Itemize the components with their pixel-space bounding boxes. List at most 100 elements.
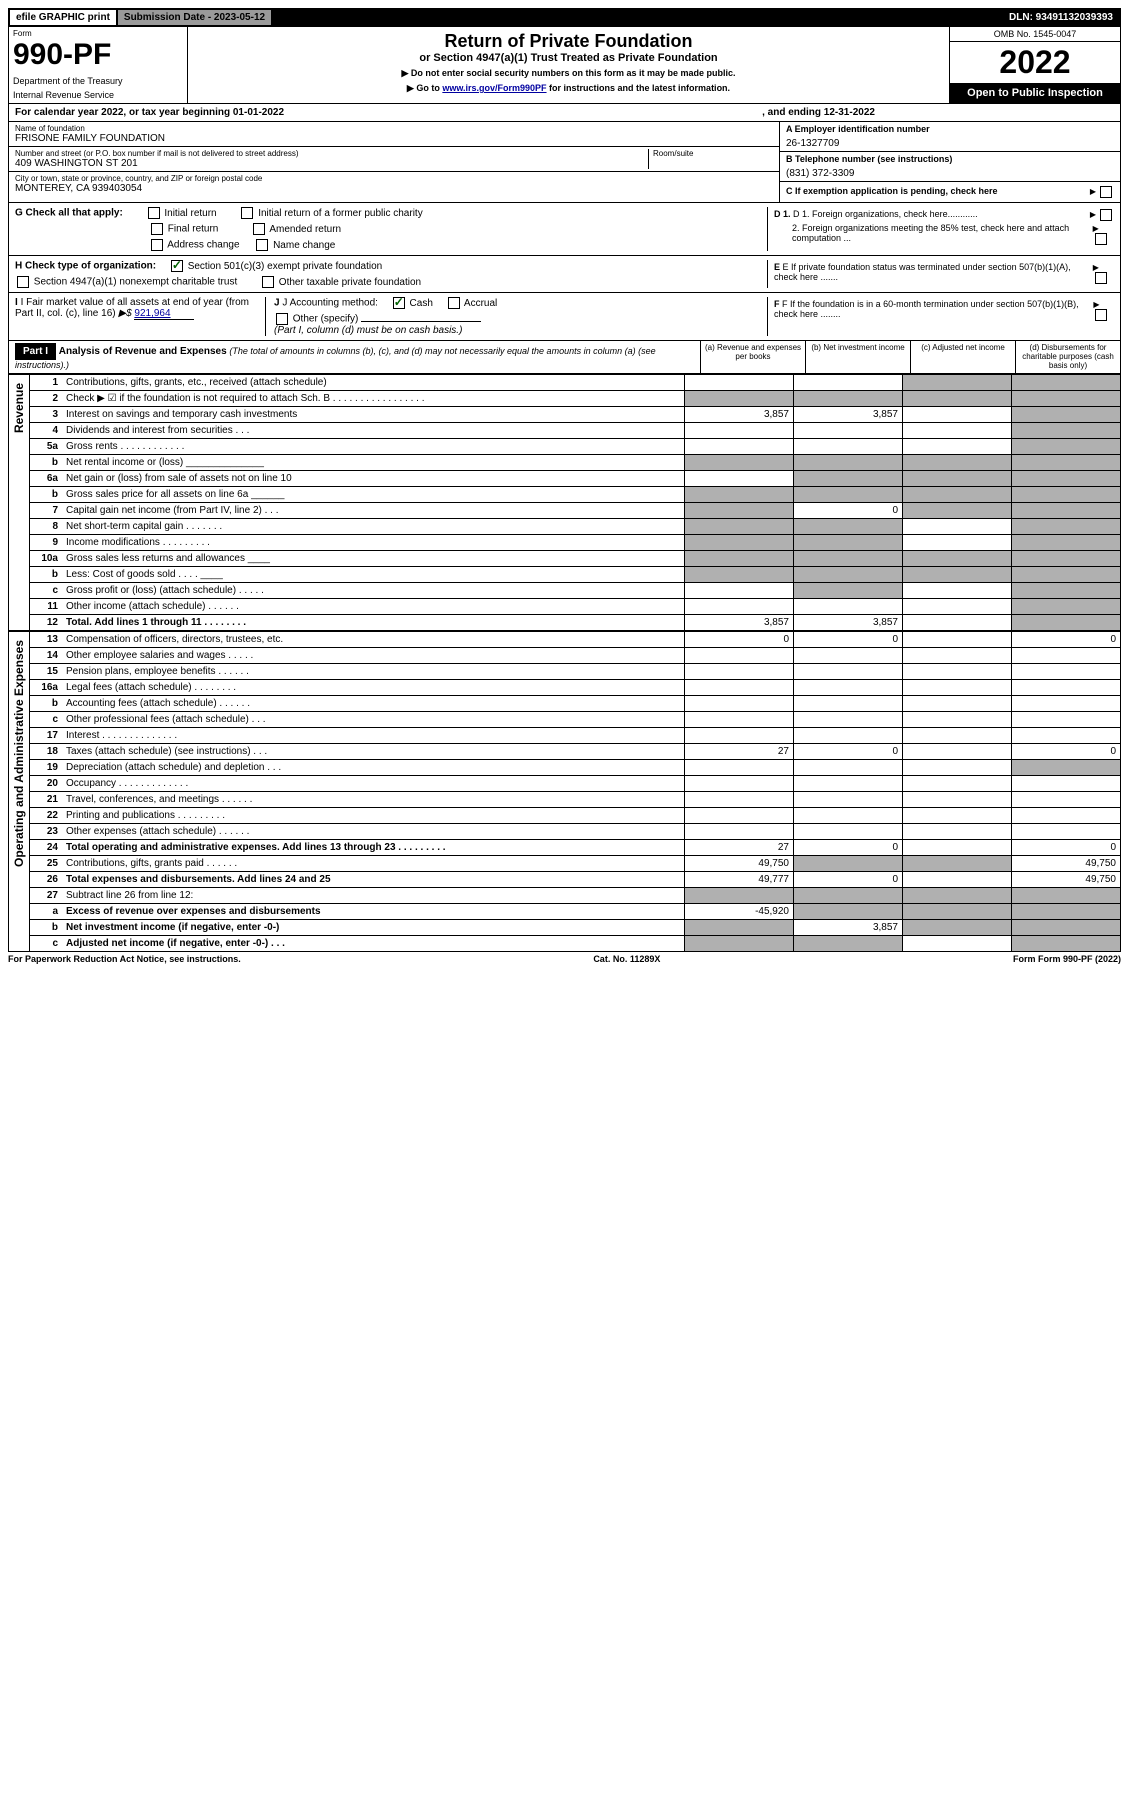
- ein-label: A Employer identification number: [786, 124, 1114, 134]
- table-row: 9Income modifications . . . . . . . . .: [30, 535, 1121, 551]
- exemption-checkbox[interactable]: [1100, 186, 1112, 198]
- instruction-2: ▶ Go to www.irs.gov/Form990PF for instru…: [192, 83, 945, 94]
- expenses-side-label: Operating and Administrative Expenses: [8, 631, 29, 952]
- table-row: 21Travel, conferences, and meetings . . …: [30, 792, 1121, 808]
- table-row: 14Other employee salaries and wages . . …: [30, 648, 1121, 664]
- foundation-name-cell: Name of foundation FRISONE FAMILY FOUNDA…: [9, 122, 779, 147]
- header-center: Return of Private Foundation or Section …: [188, 27, 949, 103]
- revenue-side-label: Revenue: [8, 374, 29, 631]
- room-label: Room/suite: [653, 149, 773, 158]
- foundation-name-label: Name of foundation: [15, 124, 773, 133]
- table-row: 15Pension plans, employee benefits . . .…: [30, 664, 1121, 680]
- table-row: 26Total expenses and disbursements. Add …: [30, 872, 1121, 888]
- table-row: cAdjusted net income (if negative, enter…: [30, 936, 1121, 952]
- section-h: H Check type of organization: Section 50…: [15, 260, 761, 288]
- f-text: F If the foundation is in a 60-month ter…: [774, 299, 1079, 319]
- ein-cell: A Employer identification number 26-1327…: [780, 122, 1120, 152]
- cb-final[interactable]: [151, 223, 163, 235]
- lbl-name: Name change: [273, 240, 335, 251]
- cb-initial-former[interactable]: [241, 207, 253, 219]
- part1-desc: Part I Analysis of Revenue and Expenses …: [9, 341, 700, 373]
- form-link[interactable]: www.irs.gov/Form990PF: [442, 83, 546, 93]
- table-row: 22Printing and publications . . . . . . …: [30, 808, 1121, 824]
- col-a-head: (a) Revenue and expenses per books: [700, 341, 805, 373]
- h-label: H Check type of organization:: [15, 261, 156, 272]
- j-note: (Part I, column (d) must be on cash basi…: [274, 325, 761, 336]
- city-cell: City or town, state or province, country…: [9, 172, 779, 196]
- i-value[interactable]: 921,964: [134, 308, 194, 320]
- table-row: 4Dividends and interest from securities …: [30, 423, 1121, 439]
- table-row: aExcess of revenue over expenses and dis…: [30, 904, 1121, 920]
- j-label: J Accounting method:: [282, 298, 378, 309]
- cb-accrual[interactable]: [448, 297, 460, 309]
- top-bar: efile GRAPHIC print Submission Date - 20…: [8, 8, 1121, 27]
- page-footer: For Paperwork Reduction Act Notice, see …: [8, 952, 1121, 966]
- entity-left: Name of foundation FRISONE FAMILY FOUNDA…: [9, 122, 779, 202]
- footer-center: Cat. No. 11289X: [593, 954, 660, 964]
- e-text: E If private foundation status was termi…: [774, 262, 1071, 282]
- footer-left: For Paperwork Reduction Act Notice, see …: [8, 954, 241, 964]
- cal-year-ending: , and ending 12-31-2022: [762, 107, 875, 118]
- cb-name[interactable]: [256, 239, 268, 251]
- address-cell: Number and street (or P.O. box number if…: [9, 147, 779, 172]
- section-h-e: H Check type of organization: Section 50…: [8, 256, 1121, 293]
- header-left: Form 990-PF Department of the Treasury I…: [9, 27, 188, 103]
- cb-other-tax[interactable]: [262, 276, 274, 288]
- table-row: bNet rental income or (loss) ___________…: [30, 455, 1121, 471]
- form-subtitle: or Section 4947(a)(1) Trust Treated as P…: [192, 52, 945, 64]
- cb-4947[interactable]: [17, 276, 29, 288]
- city-label: City or town, state or province, country…: [15, 174, 773, 183]
- ein-value: 26-1327709: [786, 138, 1114, 149]
- section-f: F F If the foundation is in a 60-month t…: [767, 297, 1114, 336]
- table-row: 27Subtract line 26 from line 12:: [30, 888, 1121, 904]
- entity-block: Name of foundation FRISONE FAMILY FOUNDA…: [8, 122, 1121, 203]
- table-row: 6aNet gain or (loss) from sale of assets…: [30, 471, 1121, 487]
- form-number: 990-PF: [13, 38, 183, 72]
- form-label: Form: [13, 29, 183, 38]
- phone-value: (831) 372-3309: [786, 168, 1114, 179]
- phone-label: B Telephone number (see instructions): [786, 154, 1114, 164]
- cb-e[interactable]: [1095, 272, 1107, 284]
- cb-initial[interactable]: [148, 207, 160, 219]
- lbl-4947: Section 4947(a)(1) nonexempt charitable …: [34, 277, 237, 288]
- table-row: cGross profit or (loss) (attach schedule…: [30, 583, 1121, 599]
- cb-d1[interactable]: [1100, 209, 1112, 221]
- phone-cell: B Telephone number (see instructions) (8…: [780, 152, 1120, 182]
- lbl-cash: Cash: [410, 298, 433, 309]
- exemption-cell: C If exemption application is pending, c…: [780, 182, 1120, 202]
- section-g: G Check all that apply: Initial return I…: [15, 207, 761, 251]
- lbl-initial-former: Initial return of a former public charit…: [258, 208, 423, 219]
- lbl-other-method: Other (specify): [293, 314, 359, 325]
- cb-address[interactable]: [151, 239, 163, 251]
- table-row: 17Interest . . . . . . . . . . . . . .: [30, 728, 1121, 744]
- part1-badge: Part I: [15, 343, 56, 360]
- efile-label[interactable]: efile GRAPHIC print: [10, 10, 116, 25]
- section-g-d: G Check all that apply: Initial return I…: [8, 203, 1121, 256]
- cb-amended[interactable]: [253, 223, 265, 235]
- table-row: bLess: Cost of goods sold . . . . ____: [30, 567, 1121, 583]
- lbl-501c3: Section 501(c)(3) exempt private foundat…: [188, 261, 383, 272]
- cb-cash[interactable]: [393, 297, 405, 309]
- d2-text: 2. Foreign organizations meeting the 85%…: [774, 223, 1093, 243]
- cb-501c3[interactable]: [171, 260, 183, 272]
- part1-title: Analysis of Revenue and Expenses: [59, 346, 227, 357]
- cb-other-method[interactable]: [276, 313, 288, 325]
- tax-year: 2022: [950, 42, 1120, 83]
- revenue-section: Revenue 1Contributions, gifts, grants, e…: [8, 374, 1121, 631]
- table-row: 23Other expenses (attach schedule) . . .…: [30, 824, 1121, 840]
- header-right: OMB No. 1545-0047 2022 Open to Public In…: [949, 27, 1120, 103]
- foundation-name: FRISONE FAMILY FOUNDATION: [15, 133, 773, 144]
- instruction-1: ▶ Do not enter social security numbers o…: [192, 68, 945, 79]
- omb-number: OMB No. 1545-0047: [950, 27, 1120, 42]
- table-row: 18Taxes (attach schedule) (see instructi…: [30, 744, 1121, 760]
- cb-f[interactable]: [1095, 309, 1107, 321]
- table-row: 25Contributions, gifts, grants paid . . …: [30, 856, 1121, 872]
- dept-irs: Internal Revenue Service: [13, 90, 183, 100]
- revenue-table: 1Contributions, gifts, grants, etc., rec…: [29, 374, 1121, 631]
- form-title: Return of Private Foundation: [192, 31, 945, 52]
- cb-d2[interactable]: [1095, 233, 1107, 245]
- table-row: 2Check ▶ ☑ if the foundation is not requ…: [30, 391, 1121, 407]
- section-e: E E If private foundation status was ter…: [767, 260, 1114, 288]
- expenses-section: Operating and Administrative Expenses 13…: [8, 631, 1121, 952]
- lbl-address: Address change: [167, 240, 239, 251]
